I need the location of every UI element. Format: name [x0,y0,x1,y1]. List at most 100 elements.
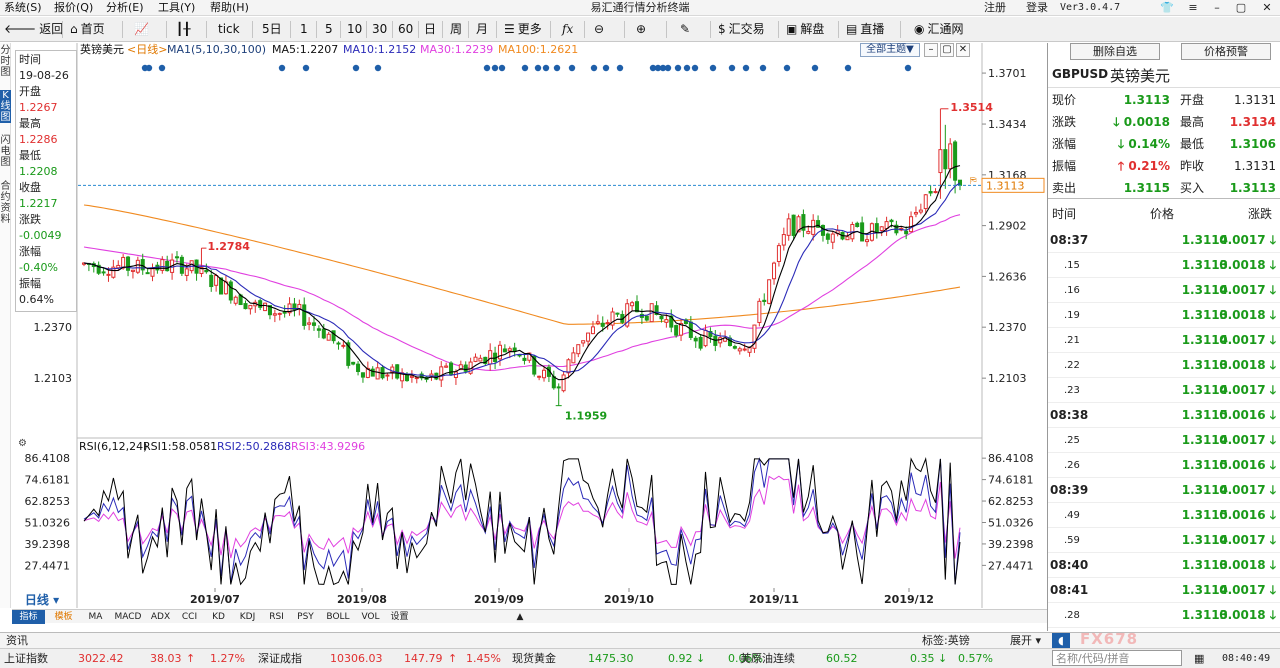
period-indicator[interactable]: 日线 ▾ [12,593,72,608]
rsi-settings-icon[interactable]: ⚙ [18,438,27,449]
event-marker-dot[interactable] [811,64,819,72]
period-week-button[interactable]: 周 [450,22,463,36]
event-marker-dot[interactable] [590,64,598,72]
period-60-button[interactable]: 60 [398,22,414,36]
collapse-triangle-icon[interactable]: ▲ [516,612,524,622]
event-marker-dot[interactable] [742,64,750,72]
event-marker-dot[interactable] [302,64,310,72]
tab-timeshare[interactable]: 分时图 [0,45,11,78]
indicator-tab[interactable]: 设置 [390,612,409,622]
menu-help[interactable]: 帮助(H) [210,1,249,14]
shirt-icon[interactable]: 👕 [1160,1,1174,14]
event-marker-dot[interactable] [553,64,561,72]
event-marker-dot[interactable] [691,64,699,72]
register-link[interactable]: 注册 [984,1,1006,14]
event-marker-dot[interactable] [654,64,662,72]
event-marker-dot[interactable] [374,64,382,72]
delete-watchlist-button[interactable]: 删除自选 [1070,43,1160,60]
event-marker-dot[interactable] [683,64,691,72]
zoom-in-icon[interactable]: ⊕ [636,22,647,36]
period-30-button[interactable]: 30 [372,22,388,36]
minimize-icon[interactable]: – [1214,1,1220,14]
home-button[interactable]: ⌂ 首页 [70,20,105,39]
event-marker-dot[interactable] [616,64,624,72]
menu-system[interactable]: 系统(S) [4,1,42,14]
draw-pen-icon[interactable]: ✎ [680,22,691,36]
indicator-tab[interactable]: 指标 [12,610,45,624]
event-marker-dot[interactable] [483,64,491,72]
event-marker-dot[interactable] [759,64,767,72]
event-marker-dot[interactable] [602,64,610,72]
price-alert-button[interactable]: 价格预警 [1181,43,1271,60]
event-marker-dot[interactable] [498,64,506,72]
period-5-button[interactable]: 5 [325,22,333,36]
close-icon[interactable]: ✕ [1262,1,1272,14]
period-10-button[interactable]: 10 [347,22,363,36]
period-1-button[interactable]: 1 [300,22,308,36]
menu-tools[interactable]: 工具(Y) [158,1,196,14]
five-day-button[interactable]: 5日 [262,22,282,36]
formula-icon[interactable]: fx [562,22,574,36]
tab-flash[interactable]: 闪电图 [0,135,11,168]
event-marker-dot[interactable] [278,64,286,72]
event-marker-dot[interactable] [542,64,550,72]
menu-icon[interactable]: ≡ [1188,1,1198,14]
menu-quote[interactable]: 报价(Q) [54,1,94,14]
indicator-tab[interactable]: 模板 [54,612,73,622]
zoom-out-icon[interactable]: ⊖ [594,22,605,36]
tick-button[interactable]: tick [218,22,240,36]
event-marker-dot[interactable] [674,64,682,72]
news-label[interactable]: 资讯 [6,634,28,647]
expand-button[interactable]: 展开 ▾ [1010,634,1042,647]
menu-analysis[interactable]: 分析(E) [106,1,144,14]
ma-params-label[interactable]: MA1(5,10,30,100) [167,43,267,56]
event-marker-dot[interactable] [145,64,153,72]
indicator-tab[interactable]: MA [88,612,103,622]
indicator-tab[interactable]: PSY [297,612,314,622]
tick-list[interactable]: 08:37 1.3114 0.0017 🡓 .15 1.3113 0.0018 🡓 .16 1… [1048,228,1280,631]
event-marker-dot[interactable] [664,64,672,72]
zhibo-button[interactable]: ▤ 直播 [846,20,884,39]
panel-minimize-icon[interactable]: – [924,43,938,57]
settings-icon[interactable]: ▦ [1194,652,1205,665]
event-marker-dot[interactable] [521,64,529,72]
event-marker-dot[interactable] [568,64,576,72]
theme-dropdown[interactable]: 全部主题▼ [860,43,920,57]
event-marker-dot[interactable] [659,64,667,72]
indicator-tab[interactable]: RSI [269,612,284,622]
period-month-button[interactable]: 月 [476,22,489,36]
event-marker-dot[interactable] [352,64,360,72]
back-button[interactable]: 🡐 返回 [4,20,63,39]
event-marker-dot[interactable] [783,64,791,72]
tab-contract-info[interactable]: 合约资料 [0,181,11,225]
huijiaoyi-button[interactable]: $ 汇交易 [718,20,765,39]
indicator-tab[interactable]: BOLL [326,612,350,622]
login-link[interactable]: 登录 [1026,1,1048,14]
jiepan-button[interactable]: ▣ 解盘 [786,20,824,39]
event-marker-dot[interactable] [491,64,499,72]
event-marker-dot[interactable] [904,64,912,72]
chart-type-button[interactable]: 📈 [134,20,149,39]
event-marker-dot[interactable] [649,64,657,72]
indicator-tab[interactable]: KD [212,612,225,622]
kline-chart[interactable]: 1.37011.34341.31681.29021.26361.23701.21… [12,43,1047,608]
news-tag[interactable]: 标签:英镑 [922,634,970,647]
huitongwang-button[interactable]: ◉ 汇通网 [914,20,964,39]
indicator-tab[interactable]: MACD [114,612,142,622]
indicator-tab[interactable]: ADX [150,612,171,622]
period-day-button[interactable]: 日 [424,22,437,36]
indicator-tab[interactable]: KDJ [239,612,256,622]
event-marker-dot[interactable] [158,64,166,72]
event-marker-dot[interactable] [728,64,736,72]
more-button[interactable]: ☰ 更多 [504,20,542,39]
event-marker-dot[interactable] [534,64,542,72]
candle-type-button[interactable]: ┃╂ [176,20,190,39]
indicator-tab[interactable]: CCI [181,612,198,622]
maximize-icon[interactable]: ▢ [1235,1,1247,14]
tab-kline[interactable]: K线图 [0,90,11,123]
search-input[interactable]: 名称/代码/拼音 [1052,650,1182,666]
panel-maximize-icon[interactable]: ▢ [940,43,954,57]
panel-close-icon[interactable]: ✕ [956,43,970,57]
indicator-tab[interactable]: VOL [361,612,380,622]
event-marker-dot[interactable] [709,64,717,72]
